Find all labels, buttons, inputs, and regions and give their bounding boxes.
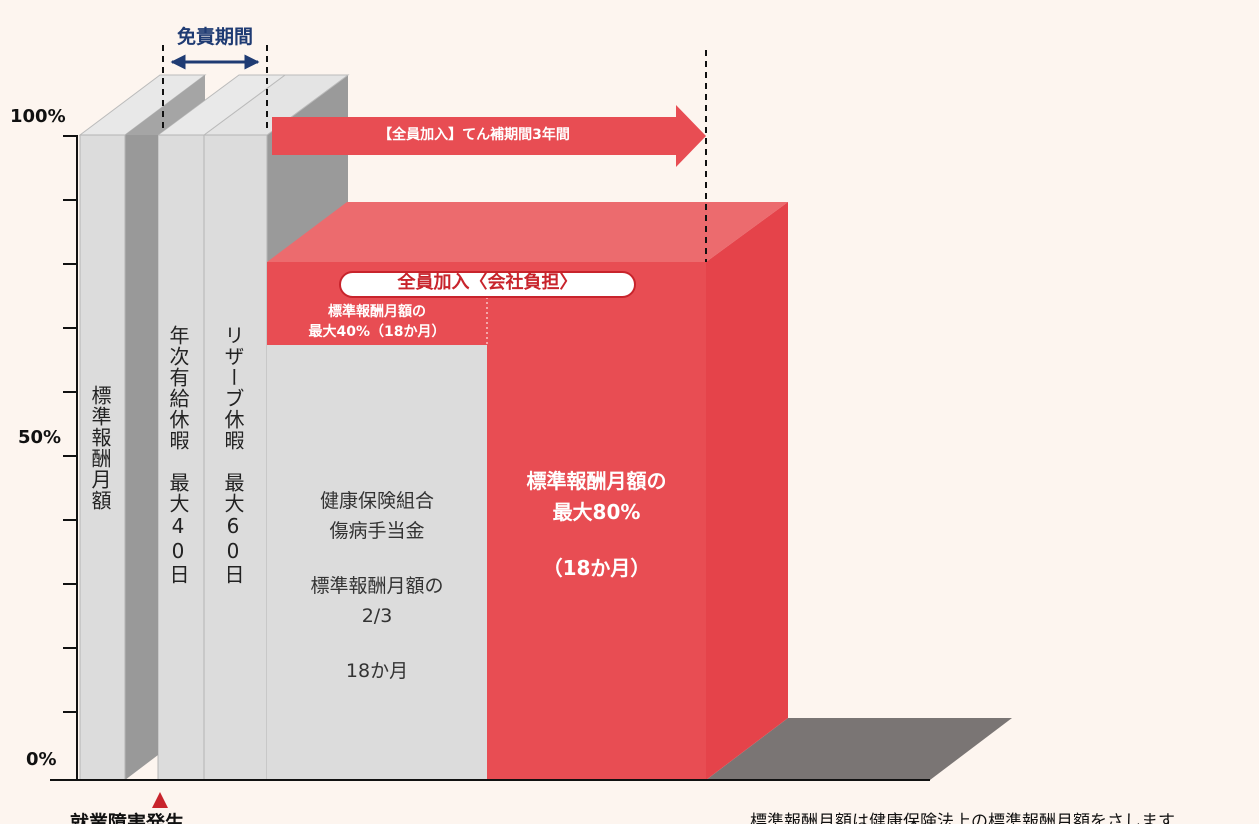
column	[79, 134, 126, 781]
text-line: 標準報酬月額の	[526, 469, 667, 493]
text-line: 18か月	[345, 660, 409, 682]
text-line: （18か月）	[542, 556, 651, 580]
red-side	[706, 202, 788, 780]
text-line: 傷病手当金	[329, 520, 425, 542]
column	[203, 134, 268, 781]
exemption-label: 免責期間	[176, 26, 253, 48]
badge-label: 全員加入〈会社負担〉	[397, 272, 578, 293]
plan-text: 標準報酬月額の 最大80% （18か月）	[487, 466, 706, 584]
text-line: 2/3	[361, 605, 393, 627]
badge	[339, 271, 636, 298]
text-line: 標準報酬月額の	[310, 575, 444, 597]
coverage-arrow	[272, 105, 706, 167]
text-line: 標準報酬月額の	[328, 304, 426, 320]
red-block	[487, 262, 706, 780]
y-label: 50%	[18, 427, 62, 448]
sickness-block	[267, 345, 487, 780]
sickness-text: 健康保険組合 傷病手当金 標準報酬月額の 2/3 18か月	[267, 486, 487, 686]
column-label: 標準報酬月額	[88, 385, 112, 511]
red-top	[267, 202, 788, 262]
column-side	[125, 75, 205, 780]
ticks	[63, 135, 77, 713]
y-label: 100%	[10, 106, 66, 127]
top-note: 標準報酬月額の 最大40%（18か月）	[267, 302, 487, 342]
event-marker	[152, 792, 168, 808]
text-line: 最大80%	[552, 500, 641, 524]
text-line: 最大40%（18か月）	[308, 324, 446, 340]
floor-shadow	[706, 718, 1012, 780]
event-label: 就業障害発生	[70, 812, 185, 824]
y-label: 0%	[26, 749, 57, 770]
column-label: リザーブ休暇 最大60日	[221, 325, 245, 585]
text-line: 健康保険組合	[319, 490, 434, 512]
footnote: 標準報酬月額は健康保険法上の標準報酬月額をさします	[750, 812, 1175, 824]
arrow-label: 【全員加入】てん補期間3年間	[378, 127, 570, 143]
column	[157, 134, 205, 781]
column-side	[125, 75, 205, 135]
column-label: 年次有給休暇 最大40日	[166, 325, 190, 585]
